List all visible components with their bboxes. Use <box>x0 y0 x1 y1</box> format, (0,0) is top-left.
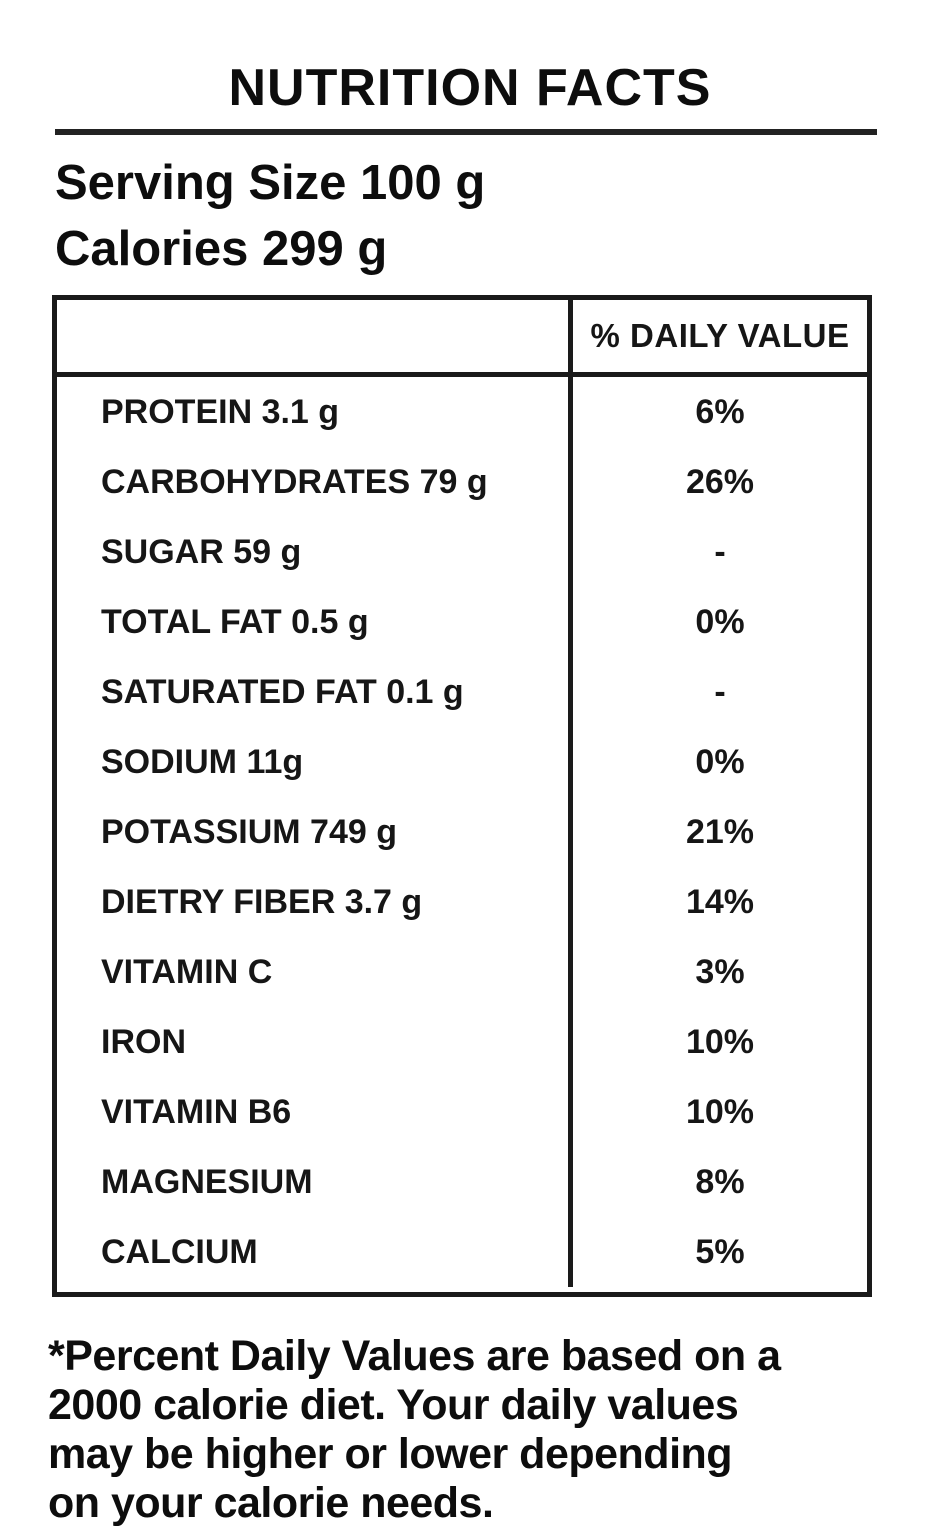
nutrient-label: CARBOHYDRATES 79 g <box>101 462 488 501</box>
daily-value-cell: 0% <box>568 727 867 797</box>
table-header-row: % DAILY VALUE <box>57 300 867 377</box>
table-row: CALCIUM 5% <box>57 1217 867 1287</box>
table-row: SUGAR 59 g - <box>57 517 867 587</box>
daily-value-column-header: % DAILY VALUE <box>568 300 867 372</box>
table-row: VITAMIN C 3% <box>57 937 867 1007</box>
nutrition-table: % DAILY VALUE PROTEIN 3.1 g 6% CARBOHYDR… <box>52 295 872 1297</box>
table-row: VITAMIN B6 10% <box>57 1077 867 1147</box>
table-body: PROTEIN 3.1 g 6% CARBOHYDRATES 79 g 26% … <box>57 377 867 1287</box>
daily-value-cell: 10% <box>568 1077 867 1147</box>
daily-values-footnote: *Percent Daily Values are based on a 200… <box>48 1332 781 1527</box>
daily-value-cell: 21% <box>568 797 867 867</box>
table-row: PROTEIN 3.1 g 6% <box>57 377 867 447</box>
daily-value-cell: 26% <box>568 447 867 517</box>
nutrient-label: CALCIUM <box>101 1232 258 1271</box>
nutrient-label: PROTEIN 3.1 g <box>101 392 340 431</box>
daily-value-cell: 10% <box>568 1007 867 1077</box>
table-row: SATURATED FAT 0.1 g - <box>57 657 867 727</box>
nutrient-label: VITAMIN B6 <box>101 1092 292 1131</box>
daily-value-cell: 8% <box>568 1147 867 1217</box>
table-row: TOTAL FAT 0.5 g 0% <box>57 587 867 657</box>
daily-value-cell: 6% <box>568 377 867 447</box>
page-title: NUTRITION FACTS <box>228 59 712 117</box>
table-row: CARBOHYDRATES 79 g 26% <box>57 447 867 517</box>
daily-value-cell: 0% <box>568 587 867 657</box>
title-divider-line <box>55 129 877 135</box>
daily-value-cell: 3% <box>568 937 867 1007</box>
nutrient-label: TOTAL FAT 0.5 g <box>101 602 369 641</box>
daily-value-cell: - <box>568 657 867 727</box>
nutrient-label: MAGNESIUM <box>101 1162 313 1201</box>
table-row: IRON 10% <box>57 1007 867 1077</box>
nutrient-label: SODIUM 11g <box>101 742 304 781</box>
daily-value-cell: - <box>568 517 867 587</box>
calories-text: Calories 299 g <box>55 222 388 276</box>
nutrient-label: IRON <box>101 1022 186 1061</box>
table-row: POTASSIUM 749 g 21% <box>57 797 867 867</box>
nutrient-label: VITAMIN C <box>101 952 273 991</box>
daily-value-cell: 5% <box>568 1217 867 1287</box>
nutrient-label: SUGAR 59 g <box>101 532 302 571</box>
nutrient-label: POTASSIUM 749 g <box>101 812 397 851</box>
table-header-empty-cell <box>57 300 568 372</box>
table-row: MAGNESIUM 8% <box>57 1147 867 1217</box>
serving-size-text: Serving Size 100 g <box>55 156 486 210</box>
table-row: SODIUM 11g 0% <box>57 727 867 797</box>
nutrient-label: DIETRY FIBER 3.7 g <box>101 882 423 921</box>
table-row: DIETRY FIBER 3.7 g 14% <box>57 867 867 937</box>
daily-value-cell: 14% <box>568 867 867 937</box>
nutrient-label: SATURATED FAT 0.1 g <box>101 672 464 711</box>
